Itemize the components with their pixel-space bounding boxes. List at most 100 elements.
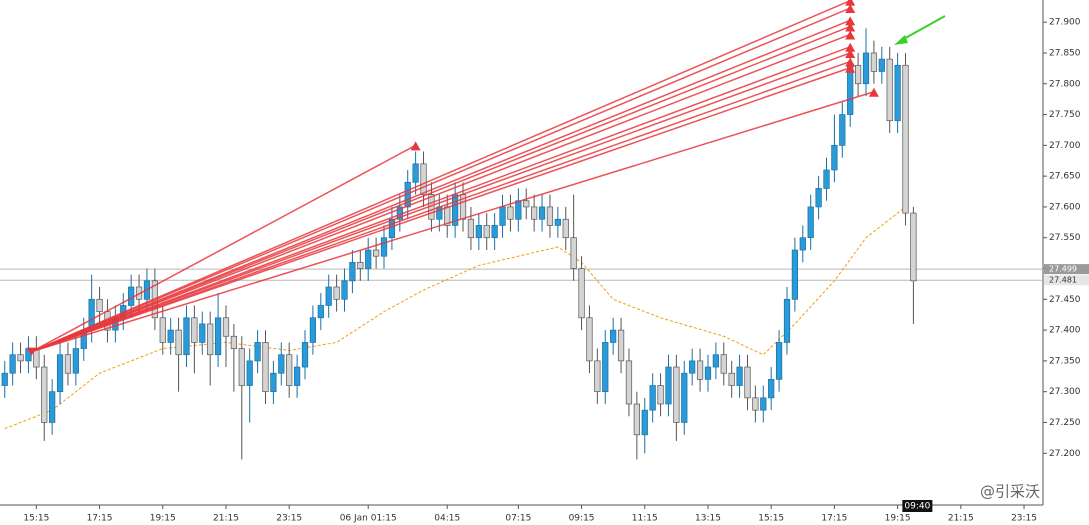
y-tick-label: 27.300 <box>1049 387 1081 397</box>
candle-body <box>41 366 48 423</box>
candle-body <box>878 58 885 72</box>
candle-body <box>49 391 56 423</box>
candle-body <box>728 372 735 386</box>
candle-body <box>388 218 396 239</box>
candle-body <box>467 218 475 239</box>
candle-body <box>72 348 79 374</box>
x-tick-label: 17:15 <box>87 514 113 524</box>
x-tick-label: 04:15 <box>434 514 460 524</box>
candle-body <box>349 262 356 282</box>
candle-body <box>341 280 348 300</box>
trend-line <box>31 67 851 353</box>
candle-body <box>823 169 830 189</box>
candle-body <box>736 366 743 386</box>
x-tick-label: 19:15 <box>885 514 911 524</box>
candle-body <box>262 342 269 393</box>
candle-body <box>681 372 688 423</box>
trend-line <box>31 7 851 353</box>
green-arrow-head <box>894 35 908 45</box>
candle-body <box>372 249 380 257</box>
trend-arrow <box>410 141 421 151</box>
x-tick-label: 17:15 <box>821 514 847 524</box>
candle-body <box>475 225 482 239</box>
candle-body <box>278 354 285 374</box>
candle-body <box>365 249 372 269</box>
candle-body <box>56 354 64 393</box>
y-tick-label: 27.600 <box>1049 202 1081 212</box>
candle-body <box>230 335 238 349</box>
trend-line <box>31 52 851 353</box>
x-tick-label: 23:15 <box>1011 514 1037 524</box>
candle-body <box>783 298 791 343</box>
candle-body <box>602 342 609 393</box>
candle-body <box>538 206 546 220</box>
candle-body <box>483 225 490 239</box>
candle-body <box>286 354 293 386</box>
candle-body <box>854 64 862 85</box>
cursor-label: 09:40 <box>904 502 930 512</box>
y-tick-label: 27.450 <box>1049 295 1081 305</box>
x-tick-label: 19:15 <box>150 514 176 524</box>
y-tick-label: 27.650 <box>1049 172 1081 182</box>
candle-body <box>96 298 103 312</box>
candle-body <box>380 237 388 257</box>
x-tick-label: 06 Jan 01:15 <box>340 514 397 524</box>
candle-body <box>815 188 822 208</box>
candle-body <box>128 286 135 306</box>
candle-body <box>633 403 640 436</box>
candle-body <box>902 64 909 214</box>
trend-line <box>31 46 851 353</box>
candle-body <box>523 200 530 208</box>
candle-body <box>760 397 767 411</box>
y-tick-label: 27.850 <box>1049 48 1081 58</box>
candle-body <box>499 206 506 226</box>
candle-body <box>222 317 230 337</box>
candle-body <box>594 360 601 393</box>
candle-body <box>420 163 427 195</box>
candle-body <box>578 268 585 319</box>
candle-body <box>254 342 261 362</box>
trend-line <box>31 60 851 353</box>
candle-body <box>554 218 561 226</box>
trend-line <box>31 144 416 353</box>
trend-arrow <box>845 0 856 6</box>
x-tick-label: 23:15 <box>276 514 302 524</box>
candle-body <box>64 354 72 374</box>
price-label: 27.481 <box>1049 276 1077 285</box>
candle-body <box>752 397 759 411</box>
trend-arrow <box>845 22 856 32</box>
candle-body <box>910 212 917 282</box>
candle-body <box>696 360 704 380</box>
candle-body <box>167 329 174 343</box>
candle-body <box>9 354 16 374</box>
candle-body <box>183 317 190 356</box>
trend-line <box>31 91 875 353</box>
candle-body <box>507 206 514 220</box>
candle-body <box>301 342 309 368</box>
candle-body <box>570 237 577 269</box>
candle-body <box>191 317 198 343</box>
candle-body <box>617 329 625 362</box>
candle-body <box>712 354 719 368</box>
cursor-box <box>902 500 933 512</box>
trend-line <box>31 19 851 353</box>
y-tick-label: 27.250 <box>1049 418 1081 428</box>
price-label: 27.499 <box>1049 265 1077 274</box>
candle-body <box>246 360 253 386</box>
candle-body <box>625 360 633 405</box>
candle-body <box>238 348 245 386</box>
y-tick-label: 27.550 <box>1049 233 1081 243</box>
x-tick-label: 07:15 <box>505 514 531 524</box>
y-tick-label: 27.400 <box>1049 326 1081 336</box>
candle-body <box>333 286 340 300</box>
trend-arrow <box>845 16 856 26</box>
candle-body <box>562 218 569 239</box>
price-label-box <box>1044 275 1089 286</box>
candle-body <box>704 366 712 380</box>
trend-line <box>31 33 851 353</box>
candle-body <box>894 64 901 122</box>
candle-body <box>831 144 838 171</box>
trend-arrow <box>845 57 856 67</box>
candle-body <box>214 317 222 356</box>
